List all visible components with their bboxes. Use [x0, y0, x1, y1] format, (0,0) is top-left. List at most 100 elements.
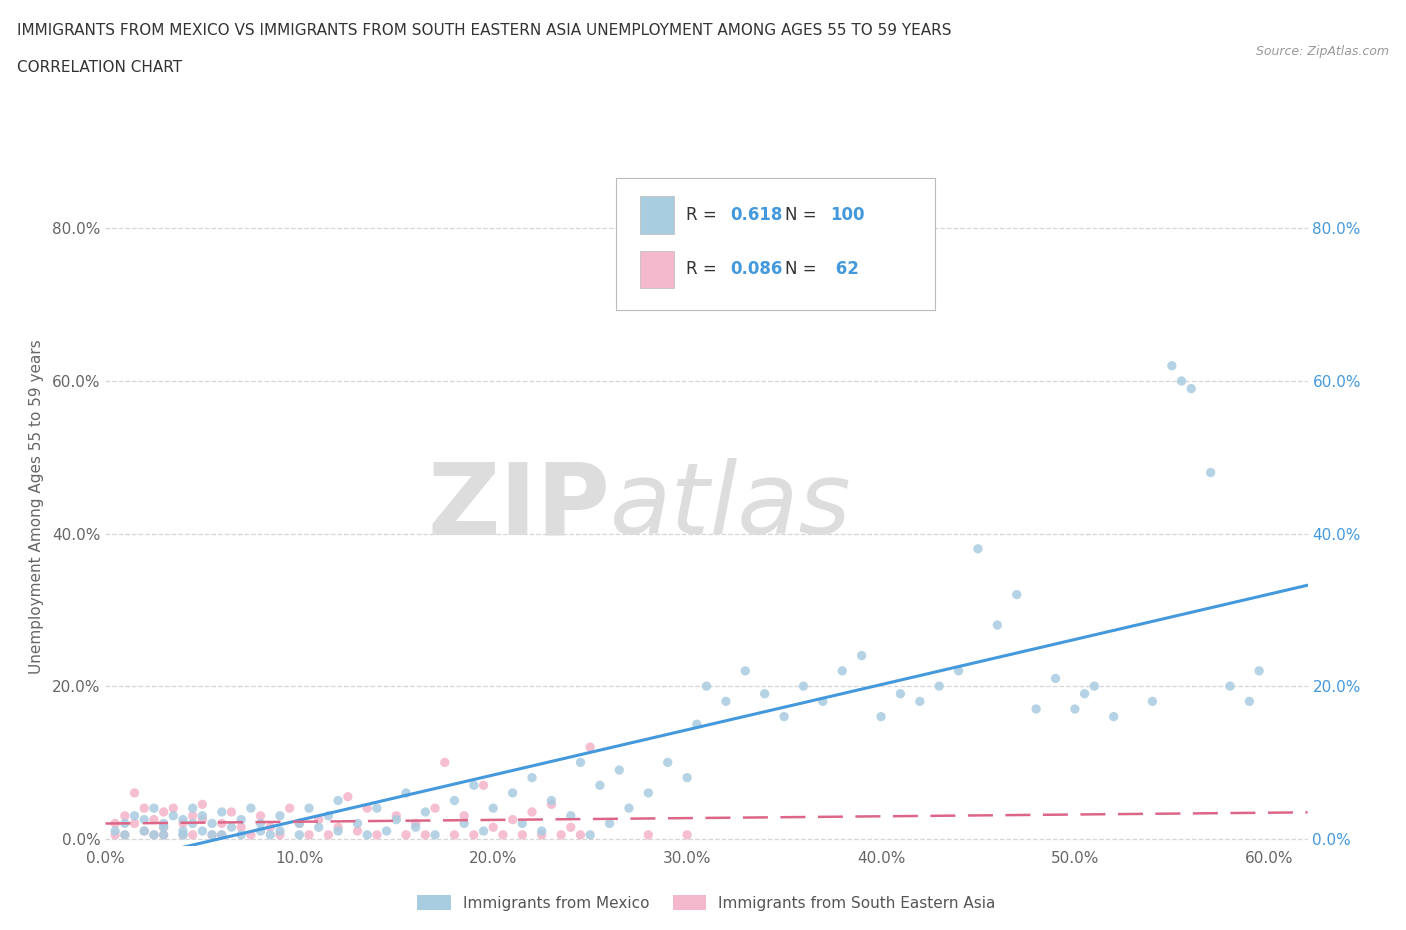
- Point: [318, 808, 340, 823]
- Point: [152, 816, 174, 830]
- Point: [811, 694, 834, 709]
- Point: [134, 824, 156, 839]
- Point: [239, 801, 262, 816]
- Point: [134, 801, 156, 816]
- Point: [201, 816, 224, 830]
- Point: [1025, 701, 1047, 716]
- Point: [308, 819, 330, 834]
- Point: [172, 828, 194, 843]
- Point: [172, 824, 194, 839]
- Point: [520, 804, 543, 819]
- Point: [124, 808, 146, 823]
- Point: [773, 710, 796, 724]
- Point: [1083, 679, 1105, 694]
- Legend: Immigrants from Mexico, Immigrants from South Eastern Asia: Immigrants from Mexico, Immigrants from …: [411, 889, 1002, 917]
- Point: [1160, 358, 1182, 373]
- FancyBboxPatch shape: [640, 196, 673, 233]
- Point: [231, 819, 253, 834]
- Text: R =: R =: [686, 206, 723, 224]
- Point: [221, 819, 243, 834]
- FancyBboxPatch shape: [640, 250, 673, 288]
- Point: [415, 828, 437, 843]
- Point: [162, 801, 184, 816]
- Point: [607, 763, 630, 777]
- Text: 0.618: 0.618: [731, 206, 783, 224]
- Point: [152, 828, 174, 843]
- Point: [326, 793, 349, 808]
- Point: [104, 816, 127, 830]
- Point: [114, 828, 136, 843]
- Point: [336, 790, 359, 804]
- Point: [482, 801, 505, 816]
- Point: [443, 793, 465, 808]
- Point: [114, 816, 136, 830]
- Point: [395, 828, 418, 843]
- Point: [1142, 694, 1164, 709]
- Point: [134, 812, 156, 827]
- Point: [124, 786, 146, 801]
- Point: [453, 816, 475, 830]
- Point: [696, 679, 718, 694]
- Text: 100: 100: [831, 206, 865, 224]
- Point: [579, 739, 602, 754]
- Text: Source: ZipAtlas.com: Source: ZipAtlas.com: [1256, 45, 1389, 58]
- Point: [686, 717, 709, 732]
- Point: [530, 824, 553, 839]
- Point: [221, 804, 243, 819]
- Point: [831, 663, 853, 678]
- Point: [889, 686, 911, 701]
- Point: [326, 824, 349, 839]
- Point: [181, 816, 204, 830]
- Point: [326, 819, 349, 834]
- Point: [114, 808, 136, 823]
- Text: IMMIGRANTS FROM MEXICO VS IMMIGRANTS FROM SOUTH EASTERN ASIA UNEMPLOYMENT AMONG : IMMIGRANTS FROM MEXICO VS IMMIGRANTS FRO…: [17, 23, 952, 38]
- Point: [104, 828, 127, 843]
- Point: [211, 828, 233, 843]
- Point: [928, 679, 950, 694]
- Point: [1199, 465, 1222, 480]
- Point: [191, 808, 214, 823]
- Text: ZIP: ZIP: [427, 458, 610, 555]
- Point: [734, 663, 756, 678]
- Point: [405, 819, 427, 834]
- Point: [298, 801, 321, 816]
- Point: [1064, 701, 1087, 716]
- Point: [385, 812, 408, 827]
- Point: [1239, 694, 1261, 709]
- Text: N =: N =: [785, 206, 821, 224]
- Point: [308, 812, 330, 827]
- Point: [560, 808, 582, 823]
- Point: [181, 808, 204, 823]
- Point: [152, 804, 174, 819]
- FancyBboxPatch shape: [616, 178, 935, 310]
- Point: [569, 755, 592, 770]
- Point: [318, 828, 340, 843]
- Point: [201, 828, 224, 843]
- Point: [589, 777, 612, 792]
- Point: [453, 808, 475, 823]
- Point: [405, 816, 427, 830]
- Point: [152, 819, 174, 834]
- Point: [278, 801, 301, 816]
- Point: [676, 770, 699, 785]
- Point: [908, 694, 931, 709]
- Point: [482, 819, 505, 834]
- Point: [569, 828, 592, 843]
- Point: [288, 816, 311, 830]
- Point: [1180, 381, 1202, 396]
- Point: [346, 816, 368, 830]
- Point: [870, 710, 893, 724]
- Point: [211, 828, 233, 843]
- Point: [1073, 686, 1095, 701]
- Point: [714, 694, 737, 709]
- Point: [172, 828, 194, 843]
- Point: [239, 828, 262, 843]
- Point: [249, 816, 271, 830]
- Point: [142, 801, 165, 816]
- Point: [104, 824, 127, 839]
- Point: [540, 797, 562, 812]
- Point: [269, 828, 291, 843]
- Point: [1170, 374, 1192, 389]
- Point: [1102, 710, 1125, 724]
- Point: [657, 755, 679, 770]
